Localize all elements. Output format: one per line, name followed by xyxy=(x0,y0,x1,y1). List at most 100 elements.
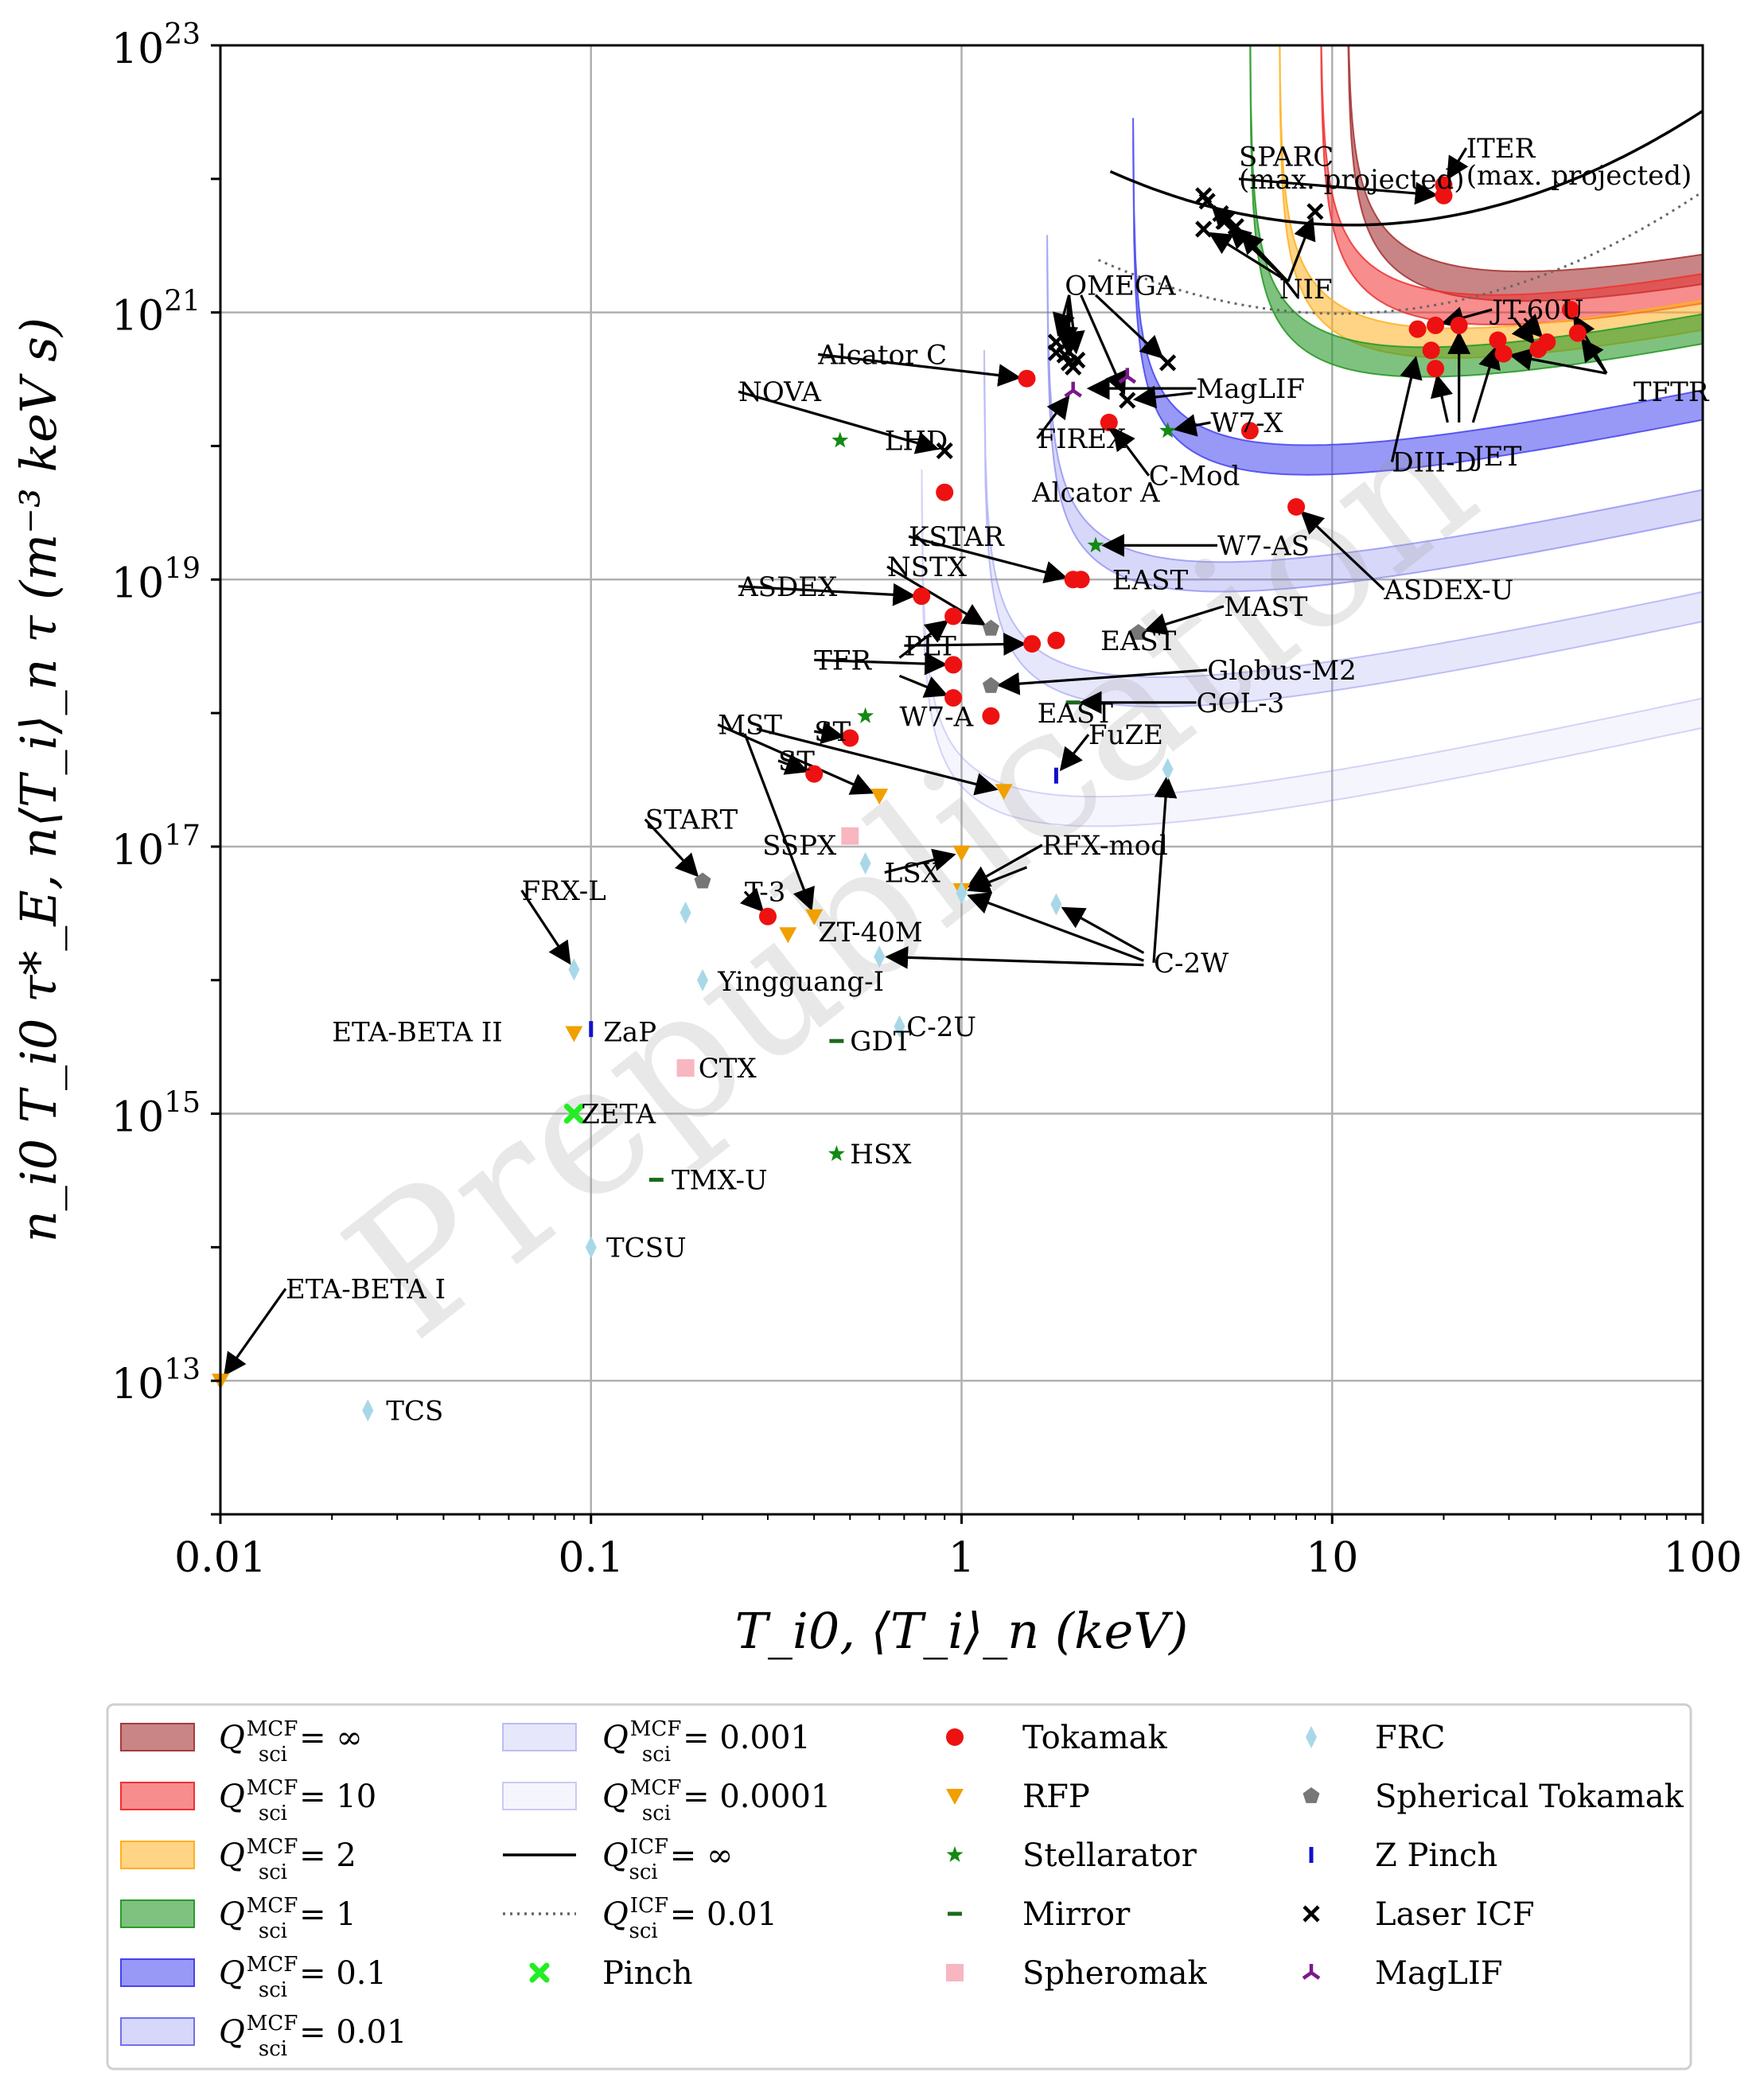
arrow-frx-l xyxy=(520,890,571,965)
y-tick-label: 1023 xyxy=(111,18,201,73)
x-tick-label: 0.1 xyxy=(558,1534,624,1582)
annotation-arrow xyxy=(1132,385,1193,409)
point-z-pinch xyxy=(1053,767,1058,784)
legend-swatch-q-mcf-0-001 xyxy=(502,1723,577,1751)
point-spheromak xyxy=(841,827,859,845)
point-spherical-tokamak xyxy=(982,619,999,636)
legend-label: QMCF sci = 0.01 xyxy=(219,2012,407,2061)
point-spheromak xyxy=(676,1059,695,1077)
arrow-nova xyxy=(738,390,940,454)
legend-swatch-q-mcf-0-0001 xyxy=(502,1782,577,1810)
annotation-arrow xyxy=(1509,348,1607,375)
label-eta-beta-ii: ETA-BETA II xyxy=(332,1017,503,1049)
point-laser-icf xyxy=(1215,212,1232,230)
point-tokamak xyxy=(1023,635,1042,653)
point-tokamak xyxy=(1450,316,1468,334)
label-tfr: TFR xyxy=(814,645,872,676)
point-tokamak xyxy=(913,587,931,606)
label-tcs: TCS xyxy=(386,1395,443,1427)
point-stellarator xyxy=(1159,422,1177,438)
point-spherical-tokamak xyxy=(982,676,999,693)
legend-q-value: = 0.0001 xyxy=(683,1779,831,1815)
label-sspx: SSPX xyxy=(762,830,837,862)
point-tokamak xyxy=(944,689,963,707)
legend-q-sub: sci xyxy=(642,1743,671,1767)
point-rfp xyxy=(870,789,889,805)
icf-line-q-0-01 xyxy=(1097,190,1703,315)
annotation-arrow xyxy=(1062,294,1085,355)
label-c-mod: C-Mod xyxy=(1149,461,1240,493)
label-zeta: ZETA xyxy=(581,1099,656,1131)
point-laser-icf xyxy=(1119,392,1136,409)
legend-q-sup: MCF xyxy=(247,1835,298,1859)
y-tick-exponent: 23 xyxy=(164,18,201,51)
legend-q-symbol: Q xyxy=(602,1896,629,1933)
legend-label: QMCF sci = 0.1 xyxy=(219,1953,387,2002)
arrow-start xyxy=(644,818,699,878)
arrow-st xyxy=(777,753,809,775)
legend-q-sub: sci xyxy=(259,2037,287,2061)
annotation-arrow xyxy=(1518,314,1544,338)
label-zt-40m: ZT-40M xyxy=(818,917,922,949)
label-rfx-mod: RFX-mod xyxy=(1042,830,1168,862)
y-tick-label: 1017 xyxy=(111,820,201,875)
arrow-alcator-c xyxy=(818,353,1022,387)
y-tick-exponent: 15 xyxy=(164,1087,201,1120)
legend-q-value: = ∞ xyxy=(670,1837,734,1874)
point-tokamak xyxy=(1538,333,1556,351)
legend-q-symbol: Q xyxy=(219,2014,245,2051)
band-q-mcf-0-001 xyxy=(983,349,1703,708)
legend-marker-rfp xyxy=(946,1789,964,1805)
point-rfp xyxy=(952,845,971,862)
legend-q-symbol: Q xyxy=(602,1837,629,1874)
legend-q-sup: MCF xyxy=(247,1717,298,1741)
point-frc xyxy=(568,958,580,981)
point-tokamak xyxy=(1100,413,1118,431)
point-spherical-tokamak xyxy=(694,872,711,889)
legend-label: QMCF sci = ∞ xyxy=(219,1717,363,1767)
label-zap: ZaP xyxy=(603,1017,656,1049)
annotation-arrow xyxy=(1061,906,1145,954)
legend-label: RFP xyxy=(1022,1779,1090,1815)
point-tokamak xyxy=(1018,369,1036,388)
legend-marker-tokamak xyxy=(946,1728,964,1746)
legend-q-sup: MCF xyxy=(630,1776,682,1800)
label-fuze: FuZE xyxy=(1088,719,1163,751)
label-hsx: HSX xyxy=(850,1139,912,1171)
point-tokamak xyxy=(759,907,777,925)
arrow-max-projected xyxy=(1238,177,1439,205)
annotation-arrow xyxy=(1430,374,1454,423)
legend-label: Pinch xyxy=(602,1955,693,1992)
point-stellarator xyxy=(827,1145,845,1161)
annotation-arrow xyxy=(1240,230,1289,283)
legend-label: QICF sci = 0.01 xyxy=(602,1894,777,1943)
y-tick-label: 1021 xyxy=(111,286,201,341)
arrow-w7-x xyxy=(1173,414,1211,437)
legend-q-sub: sci xyxy=(629,1860,658,1884)
legend-q-sub: sci xyxy=(259,1919,287,1943)
label-asdex: ASDEX xyxy=(738,571,838,603)
label-alcator-c: Alcator C xyxy=(817,339,947,371)
legend-label: Tokamak xyxy=(1022,1720,1168,1756)
label-ctx: CTX xyxy=(699,1053,757,1085)
arrow-mast xyxy=(1143,605,1225,636)
legend-q-sup: MCF xyxy=(630,1717,682,1741)
legend-marker-frc xyxy=(1306,1726,1317,1748)
label-plt: PLT xyxy=(904,630,956,662)
point-tokamak xyxy=(1047,631,1065,649)
point-tokamak xyxy=(936,483,954,501)
legend-q-sup: MCF xyxy=(247,1894,298,1918)
y-tick-exponent: 17 xyxy=(164,820,201,852)
legend-q-sup: ICF xyxy=(630,1894,668,1918)
point-tokamak xyxy=(944,607,963,625)
label-t-3: T-3 xyxy=(745,877,785,909)
legend-marker-mirror xyxy=(948,1911,962,1916)
arrow-globus-m2 xyxy=(996,668,1208,695)
legend-swatch-q-mcf-0-01 xyxy=(120,2017,195,2046)
legend-swatch-q-mcf-inf xyxy=(120,1723,195,1751)
legend-label: Mirror xyxy=(1022,1896,1131,1933)
point-stellarator xyxy=(857,707,874,723)
point-maglif xyxy=(1064,381,1082,398)
